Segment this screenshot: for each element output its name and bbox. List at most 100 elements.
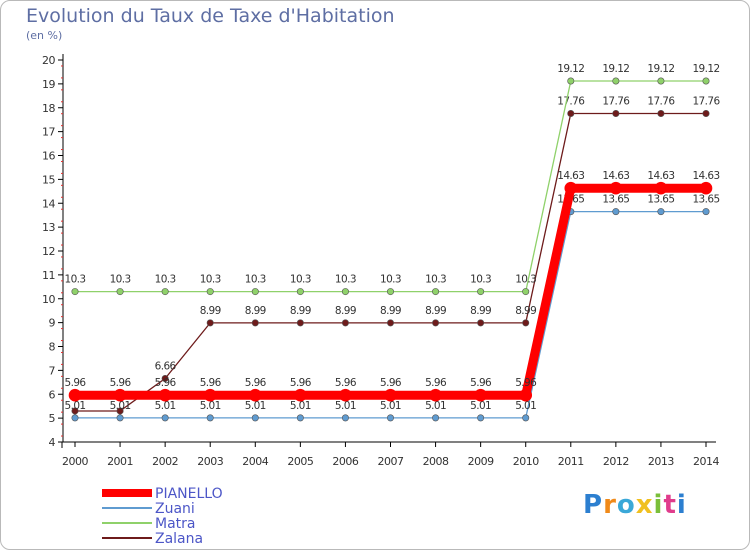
data-label: 5.96 [245,377,267,389]
data-point [71,407,79,415]
data-label: 8.99 [380,305,401,317]
data-label: 5.96 [65,377,87,389]
series-zuani: 5.01 5.01 5.01 5.01 5.01 5.01 5.01 5.01 5.01 5.01… [65,194,720,422]
legend-item-pianello: PIANELLO [102,486,223,502]
data-point [477,288,485,296]
logo-letter: i [676,490,687,520]
series-zalana: 6.66 8.99 8.99 8.99 8.99 8.99 8.99 8.99 8.99 17.7… [71,95,721,415]
y-tick-label: 6 [49,388,56,401]
data-point [68,388,82,402]
y-tick-label: 13 [42,221,55,234]
logo-letter: i [653,490,664,520]
chart-title: Evolution du Taux de Taxe d'Habitation [26,5,395,27]
data-point [702,77,710,85]
data-label: 5.96 [470,377,492,389]
data-label: 5.01 [515,400,536,412]
data-point [519,388,533,402]
data-point [341,414,349,422]
data-point [432,288,440,296]
logo-letter: o [616,490,636,520]
data-label: 10.3 [110,274,131,286]
data-point [429,388,442,402]
data-label: 14.63 [602,170,629,182]
data-label: 8.99 [515,305,536,317]
logo-letter: t [663,490,677,520]
data-point [294,388,307,402]
x-tick-label: 2011 [558,455,584,468]
y-tick-label: 10 [42,293,55,306]
data-label: 5.01 [200,400,221,412]
data-label: 5.96 [515,377,537,389]
data-label: 14.63 [692,170,719,182]
legend-label: PIANELLO [155,486,223,502]
data-point [116,407,124,415]
data-point [341,319,349,327]
data-point [522,288,530,296]
x-tick-label: 2013 [648,455,674,468]
x-tick-label: 2005 [287,455,313,468]
x-tick-label: 2014 [693,455,719,468]
data-point [432,414,440,422]
logo-letter: r [603,490,617,520]
y-tick-label: 14 [42,197,55,210]
y-tick-label: 4 [49,436,56,449]
logo-letter: P [583,490,604,520]
data-point [567,77,575,85]
data-point [699,181,713,195]
data-point [564,181,578,195]
data-point [474,388,487,402]
data-point [609,181,623,195]
data-point [206,288,214,296]
data-label: 17.76 [602,95,630,107]
data-label: 19.12 [647,63,674,75]
data-label: 8.99 [200,305,221,317]
data-label: 5.96 [290,377,312,389]
data-point [657,208,665,216]
data-point [657,77,665,85]
data-point [386,288,394,296]
data-label: 5.96 [425,377,447,389]
data-label: 19.12 [557,63,584,75]
data-point [116,414,124,422]
data-point [386,414,394,422]
data-label: 5.01 [290,400,311,412]
data-point [161,374,169,382]
data-point [477,414,485,422]
data-point [71,414,79,422]
y-tick-label: 20 [42,54,55,67]
x-tick-label: 2012 [603,455,629,468]
y-tick-label: 11 [42,269,55,282]
data-label: 10.3 [425,274,446,286]
data-point [158,388,172,402]
legend-item-zalana: Zalana [102,531,203,547]
y-tick-label: 5 [49,412,56,425]
x-tick-label: 2002 [152,455,178,468]
data-label: 10.3 [515,274,536,286]
data-label: 5.96 [380,377,402,389]
data-point [567,109,575,117]
y-tick-label: 12 [42,245,55,258]
logo-letter: x [635,490,654,520]
data-point [612,109,620,117]
data-label: 5.01 [380,400,401,412]
data-point [296,414,304,422]
data-point [161,414,169,422]
y-tick-label: 9 [49,317,56,330]
data-label: 8.99 [470,305,491,317]
data-point [339,388,352,402]
data-label: 17.76 [692,95,720,107]
data-label: 17.76 [647,95,675,107]
data-point [251,319,259,327]
data-point [206,319,214,327]
legend-item-matra: Matra [102,516,195,532]
y-tick-label: 16 [42,150,55,163]
data-point [206,414,214,422]
data-point [654,181,668,195]
data-point [657,109,665,117]
data-label: 8.99 [290,305,311,317]
y-tick-label: 17 [42,126,55,139]
data-label: 5.96 [335,377,357,389]
data-label: 5.96 [155,377,177,389]
y-tick-label: 7 [49,364,56,377]
